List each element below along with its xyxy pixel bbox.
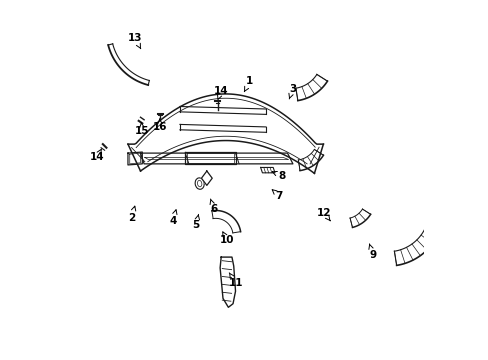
Polygon shape — [220, 257, 235, 307]
Text: 12: 12 — [316, 208, 331, 221]
Text: 14: 14 — [213, 86, 228, 99]
Text: 8: 8 — [272, 171, 285, 181]
Text: 10: 10 — [220, 232, 234, 245]
Text: 3: 3 — [288, 84, 296, 99]
Ellipse shape — [195, 178, 204, 189]
Text: 4: 4 — [169, 210, 177, 226]
Text: 6: 6 — [210, 199, 217, 215]
Text: 9: 9 — [368, 244, 376, 260]
Text: 7: 7 — [272, 190, 283, 201]
Text: 5: 5 — [192, 214, 199, 230]
Text: 13: 13 — [128, 33, 142, 49]
Polygon shape — [201, 171, 212, 185]
Text: 1: 1 — [244, 76, 253, 92]
Text: 15: 15 — [135, 122, 149, 135]
Text: 16: 16 — [153, 119, 167, 132]
Text: 11: 11 — [228, 273, 243, 288]
Polygon shape — [260, 167, 274, 173]
Text: 14: 14 — [90, 149, 104, 162]
Text: 2: 2 — [128, 206, 136, 222]
